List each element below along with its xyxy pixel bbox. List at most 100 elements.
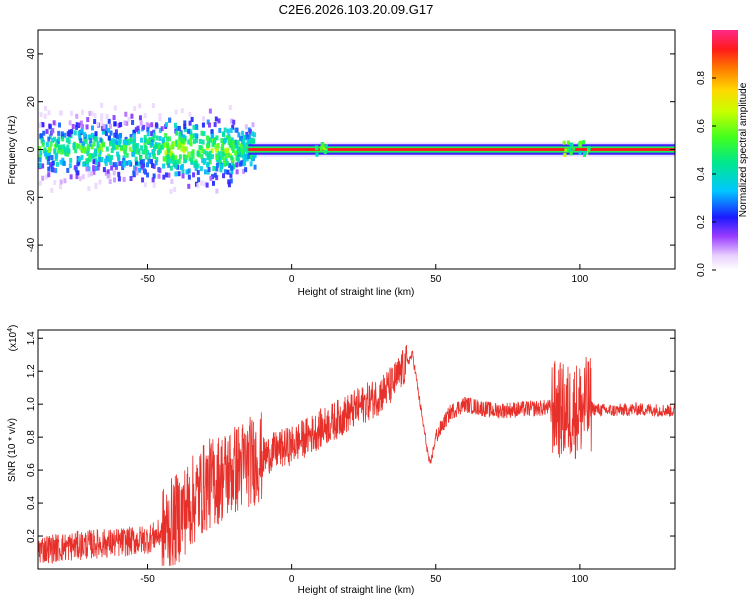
spectrogram-cell	[95, 160, 99, 166]
spectrogram-cell	[134, 160, 138, 166]
spectrogram-cell	[178, 154, 182, 160]
spectrogram-cell	[201, 157, 205, 163]
spectrogram-cell	[178, 131, 182, 137]
spectrogram-cell	[241, 152, 245, 158]
spectrogram-cell	[86, 151, 90, 157]
spectrogram-cell	[81, 148, 85, 154]
spectrogram-cell	[110, 148, 114, 154]
spectrogram-cell	[83, 136, 87, 142]
spectrogram-cell	[62, 144, 66, 150]
spectrogram-cell	[183, 124, 187, 130]
spectrogram-cell	[188, 128, 192, 134]
spectrogram-cell	[53, 136, 57, 142]
spectrogram-cell	[236, 156, 240, 162]
spectrogram-cell	[206, 139, 210, 145]
spectrogram-cell	[242, 155, 246, 161]
spectrogram-cell	[197, 177, 201, 183]
spectrogram-cell	[177, 144, 181, 150]
spectrogram-cell	[164, 122, 168, 128]
spectrogram-cell	[125, 140, 129, 146]
spectrogram-cell	[166, 158, 170, 164]
spectrogram-cell	[129, 176, 133, 182]
spectrogram-cell	[109, 160, 113, 166]
spectrogram-cell	[184, 157, 188, 163]
spectrogram-cell	[206, 143, 210, 149]
spectrogram-cell	[39, 133, 43, 139]
spectrogram-cell	[190, 151, 194, 157]
spectrogram-cell	[47, 110, 51, 116]
spectrogram-cell	[243, 147, 247, 153]
spectrogram-cell	[180, 146, 184, 152]
spectrogram-cell	[187, 139, 191, 145]
spectrogram-cell	[229, 140, 233, 146]
x-tick-label: 100	[572, 574, 589, 585]
spectrogram-cell	[94, 182, 98, 188]
spectrogram-cell	[583, 152, 587, 157]
spectrogram-cell	[223, 127, 227, 133]
x-tick-label: -50	[140, 274, 155, 285]
spectrogram-cell	[223, 139, 227, 145]
spectrogram-cell	[104, 124, 108, 130]
spectrogram-cell	[169, 158, 173, 164]
spectrogram-cell	[56, 148, 60, 154]
spectrogram-cell	[225, 135, 229, 141]
spectrogram-cell	[66, 167, 70, 173]
spectrogram-cell	[178, 136, 182, 142]
spectrogram-cell	[55, 142, 59, 148]
spectrogram-cell	[229, 172, 233, 178]
spectrogram-cell	[252, 138, 256, 144]
spectrogram-cell	[169, 155, 173, 161]
spectrogram-cell	[245, 131, 249, 137]
spectrogram-cell	[572, 146, 576, 151]
spectrogram-cell	[109, 123, 113, 129]
spectrogram-cell	[249, 138, 253, 144]
spectrogram-cell	[86, 162, 90, 168]
spectrogram-cell	[157, 149, 161, 155]
spectrogram-cell	[169, 165, 173, 171]
spectrogram-cell	[44, 174, 48, 180]
spectrogram-cell	[54, 168, 58, 174]
spectrogram-cell	[120, 145, 124, 151]
spectrogram-cell	[104, 170, 108, 176]
spectrogram-cell	[244, 143, 248, 149]
spectrogram-cell	[188, 138, 192, 144]
snr-line	[38, 344, 675, 566]
spectrogram-cell	[116, 151, 120, 157]
spectrogram-cell	[207, 153, 211, 159]
spectrogram-cell	[64, 150, 68, 156]
spectrogram-cell	[57, 136, 61, 142]
spectrogram-cell	[166, 142, 170, 148]
spectrogram-cell	[117, 176, 121, 182]
spectrogram-cell	[232, 119, 236, 125]
spectrogram-cell	[145, 122, 149, 128]
spectrogram-cell	[53, 180, 57, 186]
spectrogram-cell	[241, 149, 245, 155]
spectrogram-cell	[214, 116, 218, 122]
spectrogram-cell	[141, 149, 145, 155]
spectrogram-cell	[81, 174, 85, 180]
spectrogram-cell	[102, 123, 106, 129]
spectrogram-cell	[246, 139, 250, 145]
spectrogram-cell	[111, 138, 115, 144]
spectrogram-cell	[195, 138, 199, 144]
spectrogram-cell	[143, 135, 147, 141]
y-tick-label: 0	[26, 146, 37, 152]
spectrogram-cell	[107, 118, 111, 124]
spectrogram-cell	[104, 161, 108, 167]
spectrogram-cell	[210, 148, 214, 154]
spectrogram-cell	[149, 158, 153, 164]
spectrogram-cell	[155, 135, 159, 141]
spectrogram-cell	[75, 124, 79, 130]
spectrogram-cell	[237, 132, 241, 138]
spectrogram-cell	[202, 131, 206, 137]
spectrogram-cell	[154, 160, 158, 166]
spectrogram-cell	[134, 166, 138, 172]
spectrogram-band-core	[248, 148, 675, 151]
spectrogram-cell	[218, 127, 222, 133]
spectrogram-cell	[167, 162, 171, 168]
spectrogram-cell	[171, 154, 175, 160]
spectrogram-cell	[105, 146, 109, 152]
spectrogram-cell	[179, 165, 183, 171]
spectrogram-cell	[133, 138, 137, 144]
spectrogram-cell	[578, 143, 582, 148]
